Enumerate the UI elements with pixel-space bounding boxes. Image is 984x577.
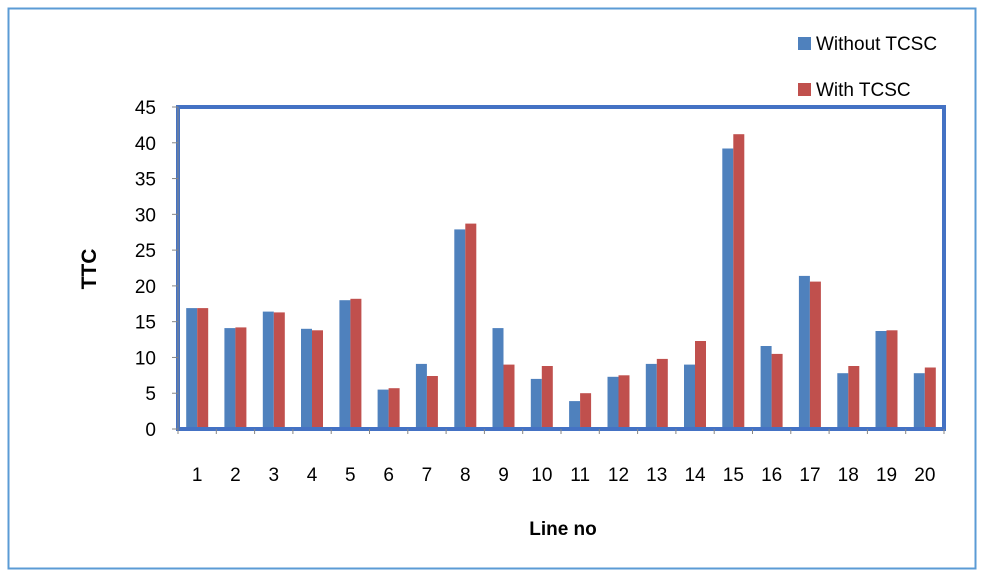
bar-with-tcsc-17: [809, 281, 821, 429]
x-tick-label: 19: [876, 465, 897, 486]
x-tick-label: 6: [383, 465, 394, 486]
x-tick-label: 2: [230, 465, 241, 486]
bar-with-tcsc-5: [350, 298, 362, 429]
bar-with-tcsc-1: [197, 308, 209, 429]
bar-without-tcsc-11: [569, 401, 581, 429]
x-tick-label: 8: [460, 465, 471, 486]
bar-with-tcsc-3: [273, 312, 285, 429]
x-tick-label: 11: [570, 465, 590, 486]
x-tick-label: 20: [914, 465, 935, 486]
y-axis: 0 5 10 15 20 25 30 35 40 45: [135, 98, 179, 441]
legend-label-without-tcsc: Without TCSC: [816, 34, 937, 55]
x-tick-label: 16: [761, 465, 782, 486]
y-tick-label: 45: [135, 98, 156, 119]
x-tick-label: 17: [799, 465, 820, 486]
y-axis-title: TTC: [78, 249, 101, 290]
y-tick-label: 35: [135, 170, 156, 191]
bar-without-tcsc-7: [415, 363, 427, 429]
x-tick-label: 12: [608, 465, 629, 486]
legend: Without TCSC With TCSC: [798, 34, 937, 101]
legend-label-with-tcsc: With TCSC: [816, 80, 911, 101]
bar-with-tcsc-13: [656, 358, 668, 429]
x-tick-label: 5: [345, 465, 356, 486]
bar-without-tcsc-6: [377, 389, 389, 429]
x-axis: 1 2 3 4 5 6 7 8 9 10 11 12 13 14 15 16 17 18 19 20: [177, 429, 945, 486]
x-tick-label: 9: [498, 465, 509, 486]
y-tick-label: 5: [145, 384, 156, 405]
bar-without-tcsc-1: [186, 308, 198, 429]
y-tick-label: 25: [135, 241, 156, 262]
x-tick-label: 14: [684, 465, 706, 486]
x-tick-label: 15: [723, 465, 744, 486]
bar-without-tcsc-14: [684, 364, 695, 429]
bar-without-tcsc-19: [875, 331, 887, 429]
bar-with-tcsc-18: [848, 366, 860, 429]
x-tick-label: 7: [422, 465, 433, 486]
y-tick-label: 15: [135, 313, 156, 334]
bar-without-tcsc-16: [760, 346, 772, 429]
bar-without-tcsc-18: [837, 373, 849, 429]
x-tick-label: 18: [838, 465, 859, 486]
legend-swatch-with-tcsc: [798, 83, 811, 96]
x-axis-title: Line no: [529, 519, 597, 540]
bar-without-tcsc-20: [913, 373, 925, 429]
bar-without-tcsc-4: [301, 328, 312, 429]
y-tick-label: 10: [135, 348, 156, 369]
bar-without-tcsc-12: [607, 376, 619, 429]
y-tick-label: 0: [145, 420, 156, 441]
bar-with-tcsc-4: [312, 330, 323, 429]
bar-with-tcsc-8: [465, 223, 477, 429]
bar-with-tcsc-6: [388, 388, 400, 429]
bar-without-tcsc-3: [262, 311, 274, 429]
bar-without-tcsc-13: [645, 363, 657, 429]
bar-without-tcsc-9: [492, 328, 504, 429]
bar-with-tcsc-9: [503, 364, 515, 429]
bar-with-tcsc-15: [733, 134, 745, 429]
bar-with-tcsc-19: [886, 330, 898, 429]
bar-with-tcsc-14: [695, 341, 706, 429]
legend-swatch-without-tcsc: [798, 37, 811, 50]
bar-with-tcsc-2: [235, 327, 247, 429]
bar-without-tcsc-15: [722, 148, 734, 429]
bar-with-tcsc-10: [541, 366, 553, 429]
bar-without-tcsc-10: [530, 378, 542, 429]
bar-without-tcsc-2: [224, 328, 236, 429]
y-tick-label: 30: [135, 205, 156, 226]
y-tick-label: 20: [135, 277, 156, 298]
bar-without-tcsc-8: [454, 229, 466, 429]
bar-without-tcsc-17: [798, 275, 810, 429]
bar-with-tcsc-11: [580, 393, 592, 429]
x-tick-label: 13: [646, 465, 667, 486]
bar-without-tcsc-5: [339, 300, 351, 429]
x-tick-label: 10: [531, 465, 552, 486]
x-tick-label: 3: [268, 465, 279, 486]
x-tick-label: 1: [192, 465, 203, 486]
bar-with-tcsc-20: [924, 367, 936, 429]
x-tick-label: 4: [307, 465, 318, 486]
bar-with-tcsc-16: [771, 353, 783, 429]
bar-with-tcsc-7: [426, 376, 438, 429]
plot-area: [176, 105, 946, 431]
bar-with-tcsc-12: [618, 375, 630, 429]
y-tick-label: 40: [135, 134, 156, 155]
